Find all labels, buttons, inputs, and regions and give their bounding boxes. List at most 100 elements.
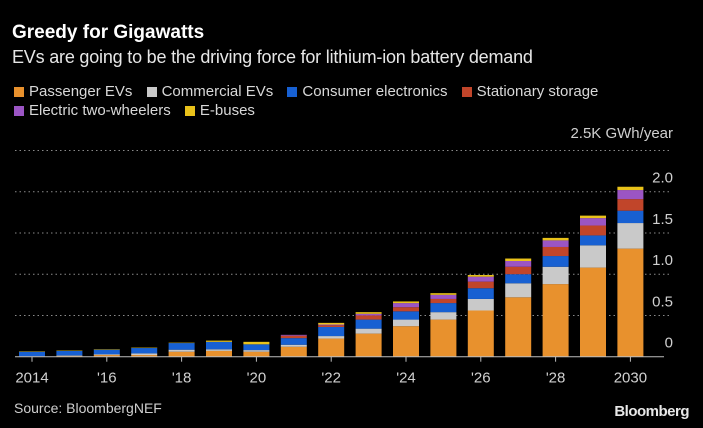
bar-segment-consumer-electronics-2023: [355, 319, 382, 329]
bloomberg-logo: Bloomberg: [614, 403, 689, 420]
bar-segment-electric-two-wheelers-2030: [617, 190, 644, 200]
bar-segment-consumer-electronics-2020: [243, 344, 270, 351]
legend: Passenger EVs Commercial EVs Consumer el…: [14, 82, 654, 120]
bar-segment-passenger-evs-2027: [505, 297, 532, 357]
bar-segment-electric-two-wheelers-2025: [430, 294, 457, 299]
y-tick-label: 0.5: [652, 293, 673, 310]
legend-label: Passenger EVs: [29, 83, 133, 100]
bar-segment-e-buses-2030: [617, 186, 644, 191]
chart-title: Greedy for Gigawatts: [12, 22, 205, 43]
bar-segment-electric-two-wheelers-2023: [355, 313, 382, 316]
bar-segment-stationary-storage-2025: [430, 298, 457, 304]
x-tick-label: '28: [546, 370, 566, 387]
bar-segment-passenger-evs-2020: [243, 351, 270, 357]
bar-segment-passenger-evs-2023: [355, 333, 382, 357]
bar-segment-consumer-electronics-2026: [467, 288, 494, 299]
bar-segment-electric-two-wheelers-2028: [542, 240, 569, 247]
bar-segment-electric-two-wheelers-2021: [280, 334, 307, 336]
x-tick-label: '18: [172, 370, 192, 387]
bar-segment-stationary-storage-2030: [617, 199, 644, 211]
bar-segment-consumer-electronics-2017: [131, 348, 158, 354]
bar-segment-e-buses-2029: [580, 215, 606, 219]
bar-segment-stationary-storage-2021: [280, 335, 307, 339]
legend-item-consumer-electronics: Consumer electronics: [287, 82, 447, 101]
bar-segment-passenger-evs-2018: [168, 351, 195, 357]
bar-segment-consumer-electronics-2029: [580, 235, 606, 246]
bar-segment-consumer-electronics-2022: [318, 327, 345, 337]
x-tick-label: '16: [97, 370, 117, 387]
legend-swatch: [461, 87, 472, 97]
bar-segment-consumer-electronics-2018: [168, 343, 195, 350]
bar-segment-passenger-evs-2030: [617, 248, 644, 357]
bar-segment-electric-two-wheelers-2024: [393, 303, 419, 308]
bar-segment-commercial-evs-2016: [93, 354, 120, 356]
bar-segment-e-buses-2025: [430, 293, 457, 295]
bar-segment-e-buses-2022: [318, 322, 345, 325]
bar-segment-electric-two-wheelers-2027: [505, 261, 532, 267]
bar-segment-commercial-evs-2028: [542, 266, 569, 285]
bar-segment-consumer-electronics-2027: [505, 274, 532, 284]
bar-segment-stationary-storage-2023: [355, 315, 382, 320]
bar-segment-passenger-evs-2026: [467, 310, 494, 357]
x-tick-label: '22: [321, 370, 341, 387]
bar-segment-commercial-evs-2027: [505, 283, 532, 298]
legend-swatch: [14, 87, 24, 97]
legend-item-electric-two-wheelers: Electric two-wheelers: [14, 101, 171, 120]
legend-label: E-buses: [199, 102, 255, 119]
legend-swatch: [146, 87, 157, 97]
legend-swatch: [287, 87, 298, 97]
bar-segment-stationary-storage-2028: [542, 246, 569, 257]
y-tick-label: 2.0: [652, 170, 673, 187]
bar-segment-stationary-storage-2026: [467, 281, 494, 289]
bar-segment-electric-two-wheelers-2029: [580, 218, 606, 226]
legend-swatch: [14, 106, 24, 116]
y-tick-label: 1.5: [652, 211, 673, 228]
bar-segment-commercial-evs-2029: [580, 245, 606, 268]
legend-item-passenger-evs: Passenger EVs: [14, 82, 132, 101]
bar-segment-passenger-evs-2025: [430, 319, 457, 357]
bar-segment-passenger-evs-2019: [206, 350, 232, 357]
bar-segment-consumer-electronics-2016: [93, 349, 120, 355]
bar-segment-consumer-electronics-2030: [617, 210, 644, 224]
bar-segment-consumer-electronics-2024: [393, 311, 419, 320]
bar-segment-commercial-evs-2018: [168, 349, 195, 352]
y-tick-label: 1.0: [652, 252, 673, 269]
bar-segment-stationary-storage-2029: [580, 225, 606, 236]
bar-segment-stationary-storage-2027: [505, 266, 532, 275]
x-tick-label: 2014: [15, 370, 48, 387]
legend-label: Electric two-wheelers: [29, 102, 171, 119]
bar-segment-passenger-evs-2021: [280, 346, 307, 357]
legend-label: Commercial EVs: [161, 83, 274, 100]
legend-item-e-buses: E-buses: [184, 101, 255, 120]
x-tick-label: '26: [471, 370, 491, 387]
chart-subtitle: EVs are going to be the driving force fo…: [12, 47, 533, 67]
bar-segment-consumer-electronics-2021: [280, 338, 307, 345]
bar-segment-e-buses-2024: [393, 301, 419, 304]
bar-segment-commercial-evs-2022: [318, 336, 345, 339]
bar-segment-stationary-storage-2024: [393, 307, 419, 312]
bar-segment-commercial-evs-2025: [430, 312, 457, 320]
bar-segment-passenger-evs-2029: [580, 267, 606, 357]
legend-label: Stationary storage: [476, 83, 599, 100]
bar-segment-commercial-evs-2030: [617, 223, 644, 249]
bar-segment-e-buses-2023: [355, 312, 382, 314]
y-unit-label: 2.5K GWh/year: [570, 125, 673, 142]
y-tick-label: 0: [665, 335, 673, 352]
bar-segment-electric-two-wheelers-2022: [318, 324, 345, 326]
x-tick-label: 2030: [614, 370, 647, 387]
legend-label: Consumer electronics: [302, 83, 448, 100]
legend-item-stationary-storage: Stationary storage: [461, 82, 599, 101]
bar-segment-e-buses-2028: [542, 237, 569, 241]
legend-swatch: [184, 106, 195, 116]
bar-segment-commercial-evs-2021: [280, 344, 307, 347]
bar-segment-consumer-electronics-2019: [206, 341, 232, 350]
bar-segment-e-buses-2020: [243, 341, 270, 345]
bar-segment-passenger-evs-2022: [318, 338, 345, 357]
bar-segment-passenger-evs-2016: [93, 355, 120, 357]
legend-item-commercial-evs: Commercial EVs: [146, 82, 274, 101]
bar-segment-commercial-evs-2017: [131, 353, 158, 356]
bar-segment-consumer-electronics-2028: [542, 256, 569, 267]
bar-segment-e-buses-2027: [505, 258, 532, 261]
bar-segment-stationary-storage-2022: [318, 325, 345, 327]
